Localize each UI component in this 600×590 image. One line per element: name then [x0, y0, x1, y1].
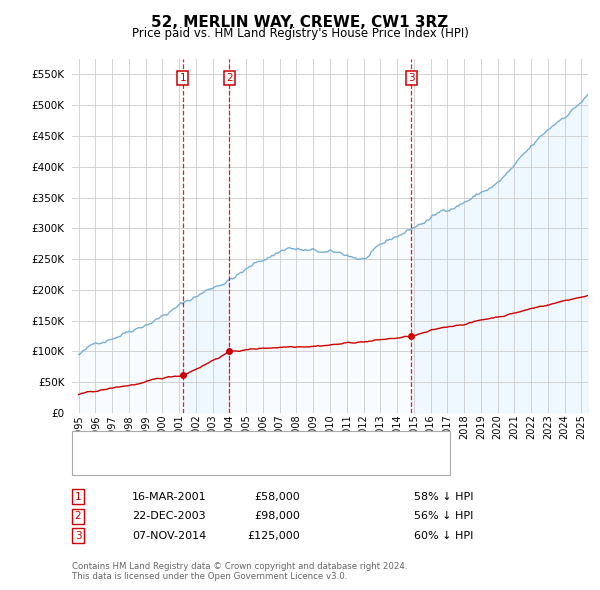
- Text: Contains HM Land Registry data © Crown copyright and database right 2024.: Contains HM Land Registry data © Crown c…: [72, 562, 407, 571]
- Text: 3: 3: [74, 531, 82, 540]
- Text: ─────: ─────: [81, 458, 115, 467]
- Text: 1: 1: [179, 73, 186, 83]
- Text: 16-MAR-2001: 16-MAR-2001: [132, 492, 206, 502]
- Text: Price paid vs. HM Land Registry's House Price Index (HPI): Price paid vs. HM Land Registry's House …: [131, 27, 469, 40]
- Text: £125,000: £125,000: [247, 531, 300, 540]
- Text: 2: 2: [226, 73, 232, 83]
- Text: ─────: ─────: [81, 438, 115, 448]
- Text: This data is licensed under the Open Government Licence v3.0.: This data is licensed under the Open Gov…: [72, 572, 347, 581]
- Text: HPI: Average price, detached house, Cheshire East: HPI: Average price, detached house, Ches…: [114, 458, 379, 467]
- Text: £58,000: £58,000: [254, 492, 300, 502]
- Text: 52, MERLIN WAY, CREWE, CW1 3RZ (detached house): 52, MERLIN WAY, CREWE, CW1 3RZ (detached…: [114, 438, 392, 448]
- Text: 52, MERLIN WAY, CREWE, CW1 3RZ: 52, MERLIN WAY, CREWE, CW1 3RZ: [151, 15, 449, 30]
- Text: £98,000: £98,000: [254, 512, 300, 521]
- Text: 1: 1: [74, 492, 82, 502]
- Text: 2: 2: [74, 512, 82, 521]
- Text: 56% ↓ HPI: 56% ↓ HPI: [414, 512, 473, 521]
- Text: 3: 3: [408, 73, 415, 83]
- Text: 60% ↓ HPI: 60% ↓ HPI: [414, 531, 473, 540]
- Text: 07-NOV-2014: 07-NOV-2014: [132, 531, 206, 540]
- Text: 22-DEC-2003: 22-DEC-2003: [132, 512, 206, 521]
- Text: 58% ↓ HPI: 58% ↓ HPI: [414, 492, 473, 502]
